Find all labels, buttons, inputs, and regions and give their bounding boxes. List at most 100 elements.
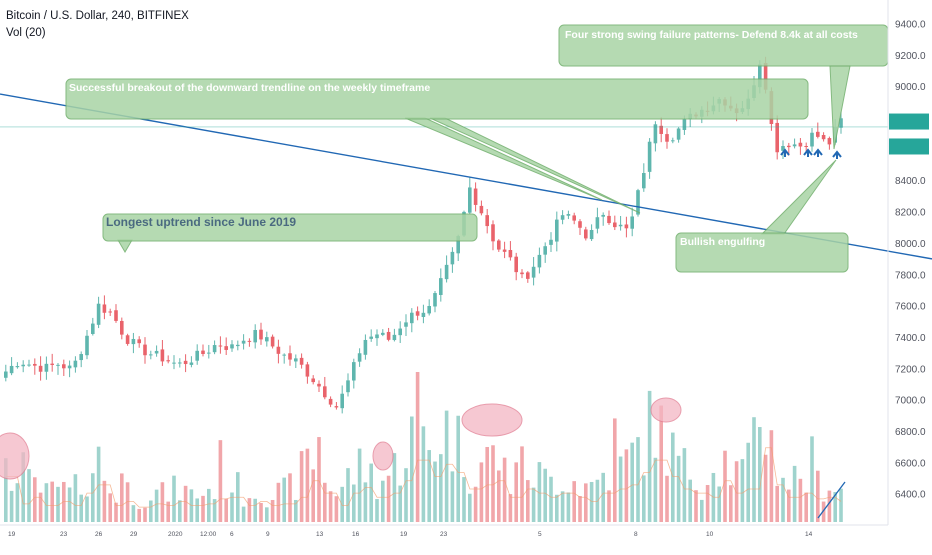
- volume-bar: [311, 469, 315, 522]
- candle-body: [253, 330, 257, 343]
- candle-body: [444, 264, 449, 280]
- uptrend-callout: [102, 213, 478, 242]
- candle-body: [114, 310, 118, 321]
- volume-bar: [781, 477, 785, 522]
- candle-body: [154, 350, 159, 354]
- volume-highlight-circle: [0, 432, 30, 480]
- candle-body: [276, 346, 281, 354]
- volume-bar: [566, 492, 571, 522]
- candle-body: [798, 142, 803, 147]
- volume-bar: [839, 488, 843, 522]
- volume-bar: [253, 498, 257, 522]
- time-axis-label: 16: [352, 531, 360, 538]
- time-axis-label: 19: [400, 531, 408, 538]
- volume-bar: [665, 475, 669, 522]
- candle-body: [787, 145, 791, 148]
- candle-body: [294, 358, 298, 362]
- candle-body: [305, 364, 310, 377]
- volume-bar: [357, 448, 362, 522]
- candle-body: [816, 131, 820, 137]
- candle-body: [601, 214, 605, 217]
- candle-body: [671, 140, 675, 142]
- candle-body: [108, 311, 112, 313]
- volume-bar: [607, 490, 611, 522]
- candle-body: [79, 354, 83, 361]
- candle-body: [224, 346, 228, 350]
- candle-body: [508, 250, 513, 258]
- volume-bar: [700, 499, 704, 522]
- volume-indicator-label: Vol (20): [6, 27, 46, 39]
- volume-bar: [56, 486, 60, 522]
- volume-bar: [816, 470, 820, 522]
- volume-bar: [462, 477, 466, 522]
- price-axis-label: 7800.0: [895, 270, 926, 281]
- volume-bar: [131, 505, 136, 522]
- volume-bar: [647, 390, 652, 522]
- candle-body: [218, 345, 223, 347]
- volume-bar: [178, 500, 182, 522]
- swing-failure-pointer: [829, 65, 851, 150]
- candle-body: [62, 364, 66, 369]
- candle-body: [102, 304, 107, 313]
- volume-bar: [120, 473, 124, 522]
- candle-body: [618, 224, 623, 227]
- volume-bar: [537, 462, 542, 522]
- volume-bar: [38, 492, 43, 522]
- candle-body: [91, 323, 95, 334]
- candle-body: [804, 146, 808, 148]
- volume-bar: [230, 492, 234, 522]
- candle-body: [543, 246, 547, 255]
- price-axis-label: 7200.0: [895, 364, 926, 375]
- volume-bar: [775, 485, 779, 522]
- volume-highlight-circle: [461, 403, 523, 437]
- volume-bar: [15, 483, 20, 522]
- candle-body: [758, 64, 762, 88]
- candle-body: [775, 122, 779, 153]
- time-axis-label: 10: [706, 531, 714, 538]
- candle-body: [189, 362, 194, 365]
- volume-bar: [299, 451, 304, 522]
- candle-body: [433, 293, 437, 307]
- candle-body: [369, 336, 373, 339]
- price-axis-label: 7600.0: [895, 302, 926, 313]
- candle-body: [172, 362, 176, 364]
- candle-body: [595, 217, 600, 229]
- volume-uptrend-line: [817, 481, 846, 519]
- volume-bar: [201, 495, 205, 522]
- volume-bar: [549, 476, 553, 522]
- candle-body: [137, 339, 141, 344]
- candle-body: [763, 62, 768, 90]
- candle-body: [410, 312, 414, 324]
- price-axis-label: 6800.0: [895, 427, 926, 438]
- volume-bar: [624, 449, 629, 522]
- breakout-pointer-1: [404, 117, 603, 201]
- volume-bar: [294, 499, 298, 522]
- volume-bar: [392, 453, 397, 522]
- volume-bar: [328, 491, 333, 522]
- volume-bar: [386, 475, 391, 522]
- volume-bar: [758, 427, 762, 522]
- candle-body: [270, 336, 275, 347]
- breakout-callout: [65, 78, 809, 120]
- candle-body: [531, 266, 536, 278]
- time-axis-label: 2020: [168, 531, 183, 538]
- candle-body: [56, 364, 60, 366]
- volume-bar: [67, 487, 72, 522]
- volume-bar: [833, 491, 837, 522]
- time-axis-label: 12:00: [200, 531, 217, 538]
- engulfing-pointer: [760, 159, 837, 235]
- candle-body: [537, 254, 542, 268]
- price-axis-label: 7000.0: [895, 396, 926, 407]
- volume-bar: [421, 426, 426, 522]
- volume-bar: [50, 481, 54, 522]
- volume-bar: [630, 442, 634, 522]
- volume-bar: [729, 485, 733, 522]
- volume-bar: [433, 461, 437, 522]
- candle-body: [584, 229, 588, 239]
- volume-bar: [323, 482, 327, 522]
- volume-bar: [108, 493, 112, 522]
- volume-bar: [682, 448, 687, 522]
- volume-bar: [114, 502, 118, 522]
